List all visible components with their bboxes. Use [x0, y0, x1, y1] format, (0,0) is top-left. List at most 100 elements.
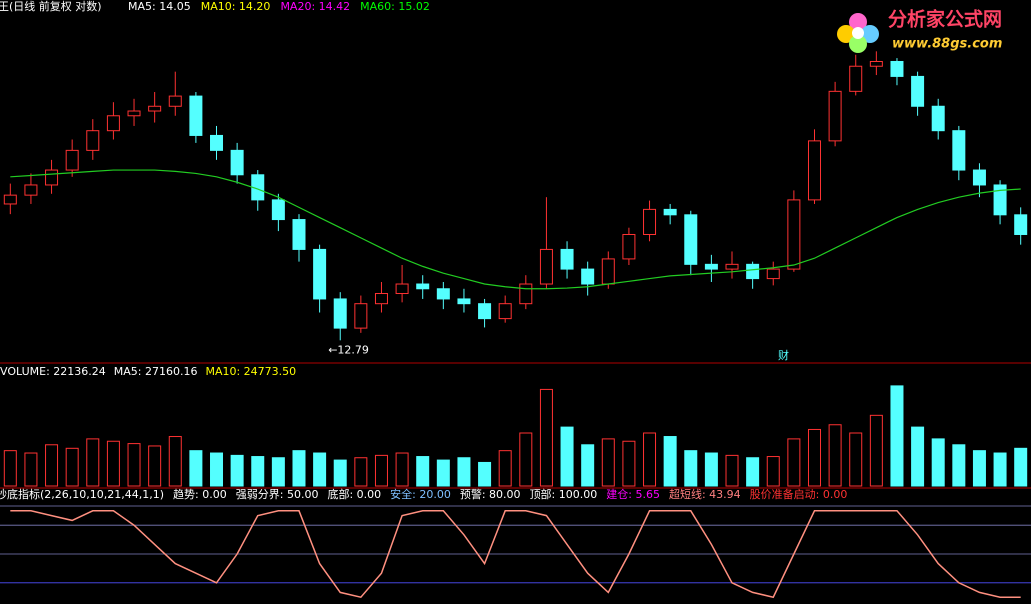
candle-body: [416, 283, 430, 290]
logo-title: 分析家公式网: [888, 8, 1002, 31]
volume-bar: [45, 444, 59, 487]
candle-body: [457, 298, 471, 305]
volume-bar: [395, 452, 409, 487]
stock-label: 王(日线 前复权 对数): [0, 0, 102, 13]
candle-body: [890, 60, 904, 77]
volume-bar: [869, 414, 883, 487]
candle-body: [560, 248, 574, 270]
candle-body: [148, 105, 162, 112]
volume-bar: [766, 456, 780, 487]
indicator-label: 预警: 80.00: [460, 487, 521, 501]
volume-bar: [354, 457, 368, 487]
candle-body: [106, 115, 120, 132]
candle-body: [210, 134, 224, 151]
volume-bar: [972, 450, 986, 487]
volume-bar: [890, 385, 904, 487]
volume-bar: [230, 454, 244, 487]
candle-body: [436, 288, 450, 300]
volume-bar: [168, 436, 182, 487]
ma-label: MA5: 14.05: [128, 0, 191, 13]
candle-body: [189, 95, 203, 136]
candle-body: [787, 199, 801, 270]
volume-bar: [1014, 447, 1028, 487]
volume-bar: [807, 428, 821, 487]
volume-bar: [24, 452, 38, 487]
indicator-label: 趋势: 0.00: [173, 488, 227, 501]
volume-bar: [993, 452, 1007, 487]
ma-label: MA10: 14.20: [201, 0, 271, 13]
candle-body: [622, 233, 636, 260]
indicator-label: 安全: 20.00: [390, 487, 451, 501]
candle-body: [395, 283, 409, 295]
volume-bar: [684, 450, 698, 487]
volume-bar: [539, 388, 553, 487]
candle-body: [354, 303, 368, 329]
logo: 分析家公式网 www.88gs.com: [837, 8, 1002, 53]
candle-body: [601, 258, 615, 285]
indicator-label: 股价准备启动: 0.00: [750, 487, 848, 501]
event-marker: 财: [778, 348, 789, 362]
candle-body: [478, 303, 492, 320]
ma60-line: [10, 169, 1021, 290]
candle-body: [333, 298, 347, 329]
candle-body: [869, 60, 883, 67]
candle-body: [3, 194, 17, 205]
volume-bar: [581, 444, 595, 487]
candle-body: [993, 184, 1007, 216]
candle-body: [313, 248, 327, 300]
candle-body: [168, 95, 182, 107]
volume-bar: [952, 444, 966, 487]
volume-bar: [374, 454, 388, 487]
indicator-label: 顶部: 100.00: [530, 487, 598, 501]
volume-bar: [3, 450, 17, 487]
candle-body: [519, 283, 533, 305]
volume-bar: [416, 456, 430, 487]
indicator-label: 建仓: 5.65: [606, 487, 660, 501]
volume-bar: [436, 459, 450, 487]
volume-bar: [911, 426, 925, 487]
ma-label: MA60: 15.02: [360, 0, 430, 13]
candle-body: [684, 214, 698, 265]
volume-bar: [292, 450, 306, 487]
candle-body: [581, 268, 595, 285]
volume-bar: [478, 461, 492, 487]
candle-body: [746, 263, 760, 280]
candle-body: [65, 149, 79, 171]
volume-bar: [127, 443, 141, 487]
candle-body: [1014, 214, 1028, 235]
volume-bar: [787, 438, 801, 487]
volume-bar: [457, 457, 471, 487]
candle-body: [952, 130, 966, 171]
volume-bar: [663, 436, 677, 487]
volume-bar: [704, 452, 718, 487]
volume-bar: [746, 457, 760, 487]
logo-petal: [861, 25, 879, 43]
candle-body: [86, 130, 100, 151]
candle-body: [766, 268, 780, 280]
volume-bar: [313, 452, 327, 487]
volume-bar: [498, 450, 512, 487]
indicator-line: [10, 510, 1021, 599]
candle-body: [127, 110, 141, 117]
logo-petal: [849, 35, 867, 53]
volume-bar: [189, 450, 203, 487]
logo-center: [852, 27, 864, 39]
volume-bar: [210, 452, 224, 487]
indicator-label: 底部: 0.00: [327, 487, 381, 501]
candle-body: [849, 65, 863, 92]
candle-body: [725, 263, 739, 270]
volume-bar: [251, 456, 265, 487]
volume-bar: [643, 432, 657, 487]
indicator-label: 超短线: 43.94: [669, 487, 741, 501]
volume-bar: [148, 445, 162, 487]
volume-bar: [828, 424, 842, 487]
candle-body: [292, 219, 306, 250]
volume-bar: [560, 426, 574, 487]
volume-label: MA10: 24773.50: [205, 365, 296, 378]
volume-label: VOLUME: 22136.24: [0, 365, 106, 378]
indicator-label: 强弱分界: 50.00: [236, 488, 319, 501]
candle-body: [911, 75, 925, 107]
candle-body: [230, 149, 244, 176]
volume-bar: [931, 438, 945, 487]
